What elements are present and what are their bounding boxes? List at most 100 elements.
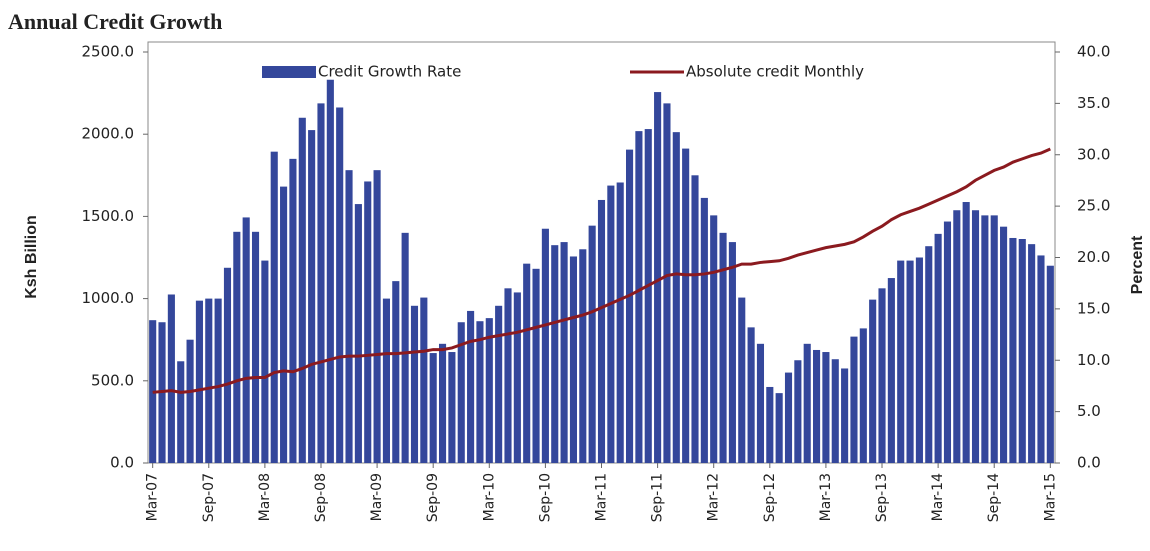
bar [794, 360, 802, 463]
x-tick-label: Mar-14 [930, 473, 946, 521]
x-tick-label: Mar-07 [145, 473, 161, 521]
bar [635, 131, 643, 463]
x-tick-label: Sep-13 [874, 473, 890, 522]
y2-tick-label: 15.0 [1077, 299, 1110, 317]
y-tick-label: 0.0 [110, 454, 134, 472]
x-tick-label: Sep-10 [537, 473, 553, 522]
bar [523, 263, 531, 463]
legend-label: Absolute credit Monthly [686, 63, 864, 81]
bar [410, 305, 419, 463]
bar [1018, 239, 1026, 463]
x-tick-label: Mar-10 [481, 473, 497, 521]
bar [943, 221, 952, 463]
bar [784, 372, 793, 463]
bar [551, 245, 559, 463]
bar [504, 288, 512, 463]
x-tick-label: Mar-11 [594, 473, 610, 521]
bar [457, 322, 465, 463]
bar [766, 386, 774, 463]
x-tick-label: Mar-13 [818, 473, 834, 521]
bar [887, 278, 895, 463]
bar [1046, 265, 1054, 463]
bar [841, 368, 849, 463]
bar [364, 181, 372, 463]
bar [990, 215, 998, 463]
bar [420, 297, 428, 463]
y2-tick-label: 20.0 [1077, 248, 1110, 266]
x-tick-label: Sep-07 [201, 473, 217, 522]
bar [644, 129, 652, 463]
bar [345, 170, 353, 463]
bar [317, 103, 325, 463]
bar [625, 149, 634, 464]
x-tick-label: Sep-11 [650, 473, 666, 522]
bar [597, 199, 606, 463]
bar [167, 294, 175, 463]
line [152, 147, 1051, 394]
bar [541, 228, 549, 463]
bar [1009, 237, 1017, 463]
bar [1037, 255, 1045, 463]
bar [682, 148, 690, 463]
y2-tick-label: 0.0 [1077, 454, 1101, 472]
x-tick-label: Mar-08 [257, 473, 273, 521]
x-tick-label: Sep-12 [762, 473, 778, 522]
bar [177, 361, 185, 463]
bar [728, 242, 736, 463]
bar [373, 170, 381, 463]
y2-tick-label: 25.0 [1077, 197, 1110, 215]
bar [242, 217, 250, 463]
y-tick-label: 1500.0 [82, 207, 135, 225]
bar [308, 130, 316, 463]
bar [214, 298, 222, 463]
bar [485, 318, 493, 463]
bar [336, 107, 344, 464]
chart-title: Annual Credit Growth [8, 9, 222, 34]
legend-label: Credit Growth Rate [318, 63, 461, 81]
bar [392, 281, 400, 463]
bar [186, 339, 194, 463]
x-tick-label: Sep-14 [986, 473, 1002, 522]
bar [803, 343, 811, 463]
bar [915, 257, 923, 463]
bar [672, 132, 680, 463]
bar [448, 352, 456, 463]
bar [822, 352, 830, 463]
bar [607, 185, 615, 463]
x-tick-label: Mar-12 [706, 473, 722, 521]
bar [962, 202, 970, 463]
bar [869, 299, 877, 463]
bar [971, 210, 980, 463]
y2-tick-label: 40.0 [1077, 43, 1110, 61]
bar [710, 215, 718, 463]
bar [831, 359, 839, 463]
bar [906, 260, 914, 463]
bar [719, 232, 727, 463]
bar [223, 267, 232, 463]
y2-tick-label: 5.0 [1077, 402, 1101, 420]
x-tick-label: Mar-09 [369, 473, 385, 521]
y-tick-label: 2500.0 [82, 43, 135, 61]
bar [775, 393, 783, 463]
bar [691, 175, 699, 464]
bar [859, 328, 867, 463]
y2-axis-label: Percent [1129, 235, 1146, 294]
bar [438, 343, 447, 463]
bar [654, 92, 662, 463]
bar [326, 79, 334, 464]
bar [476, 321, 484, 463]
x-tick-label: Sep-09 [425, 473, 441, 522]
bar [298, 117, 306, 463]
bar [233, 231, 241, 463]
bar [747, 327, 755, 463]
bar [850, 336, 858, 463]
bar [756, 343, 765, 463]
bar [925, 246, 933, 463]
bar [663, 103, 671, 463]
bar [429, 353, 437, 463]
bar [560, 242, 568, 463]
y2-tick-label: 30.0 [1077, 145, 1110, 163]
bar [1028, 244, 1036, 463]
bar [354, 204, 362, 463]
